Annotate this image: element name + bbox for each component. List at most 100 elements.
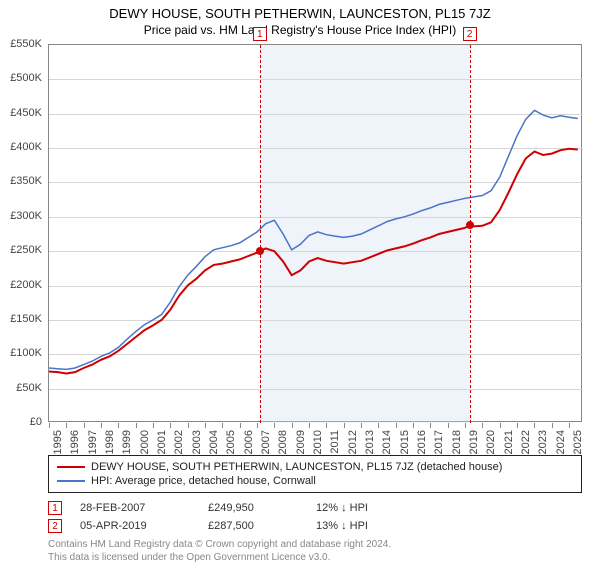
- x-axis-label: 2001: [156, 430, 168, 454]
- sales-table: 1 28-FEB-2007 £249,950 12% ↓ HPI 2 05-AP…: [48, 499, 582, 535]
- x-axis-tick: [205, 423, 206, 428]
- plot-region: 12: [48, 44, 582, 422]
- x-axis-label: 2017: [433, 430, 445, 454]
- sale-marker-dot: [256, 247, 264, 255]
- x-axis-label: 2010: [312, 430, 324, 454]
- x-axis-label: 2018: [451, 430, 463, 454]
- sales-date-2: 05-APR-2019: [80, 520, 190, 532]
- x-axis-label: 1998: [104, 430, 116, 454]
- sales-price-1: £249,950: [208, 502, 298, 514]
- y-axis-label: £300K: [2, 210, 42, 222]
- x-axis-label: 2016: [416, 430, 428, 454]
- x-axis-tick: [101, 423, 102, 428]
- x-axis-tick: [257, 423, 258, 428]
- x-axis-tick: [361, 423, 362, 428]
- legend-label-property: DEWY HOUSE, SOUTH PETHERWIN, LAUNCESTON,…: [91, 461, 502, 473]
- x-axis-tick: [84, 423, 85, 428]
- x-axis-tick: [136, 423, 137, 428]
- x-axis-tick: [396, 423, 397, 428]
- x-axis-tick: [430, 423, 431, 428]
- sales-delta-1: 12% ↓ HPI: [316, 502, 426, 514]
- x-axis-label: 2014: [381, 430, 393, 454]
- series-line-property: [49, 149, 578, 374]
- y-axis-label: £0: [2, 416, 42, 428]
- x-axis-label: 1995: [52, 430, 64, 454]
- y-axis-label: £50K: [2, 382, 42, 394]
- x-axis-tick: [309, 423, 310, 428]
- x-axis-tick: [153, 423, 154, 428]
- sales-row-2: 2 05-APR-2019 £287,500 13% ↓ HPI: [48, 517, 582, 535]
- x-axis-tick: [465, 423, 466, 428]
- series-line-hpi: [49, 110, 578, 369]
- x-axis-tick: [413, 423, 414, 428]
- legend-and-sales: DEWY HOUSE, SOUTH PETHERWIN, LAUNCESTON,…: [48, 455, 582, 564]
- x-axis-label: 1996: [69, 430, 81, 454]
- x-axis-label: 1997: [87, 430, 99, 454]
- legend-label-hpi: HPI: Average price, detached house, Corn…: [91, 475, 316, 487]
- x-axis-tick: [517, 423, 518, 428]
- x-axis-tick: [569, 423, 570, 428]
- y-axis-label: £500K: [2, 72, 42, 84]
- chart-subtitle: Price paid vs. HM Land Registry's House …: [0, 21, 600, 41]
- x-axis-tick: [448, 423, 449, 428]
- sale-marker-box: 2: [463, 27, 477, 41]
- y-axis-label: £350K: [2, 175, 42, 187]
- x-axis-label: 2011: [329, 430, 341, 454]
- line-series-svg: [49, 45, 583, 423]
- x-axis-label: 2025: [572, 430, 584, 454]
- x-axis-tick: [240, 423, 241, 428]
- sales-date-1: 28-FEB-2007: [80, 502, 190, 514]
- y-axis-label: £200K: [2, 279, 42, 291]
- chart-container: DEWY HOUSE, SOUTH PETHERWIN, LAUNCESTON,…: [0, 0, 600, 560]
- x-axis-label: 2019: [468, 430, 480, 454]
- footer-line-1: Contains HM Land Registry data © Crown c…: [48, 539, 582, 552]
- x-axis-label: 2003: [191, 430, 203, 454]
- y-axis-label: £100K: [2, 347, 42, 359]
- x-axis-label: 2008: [277, 430, 289, 454]
- x-axis-label: 2006: [243, 430, 255, 454]
- x-axis-label: 2002: [173, 430, 185, 454]
- sales-marker-1: 1: [48, 501, 62, 515]
- legend-item-property: DEWY HOUSE, SOUTH PETHERWIN, LAUNCESTON,…: [57, 460, 573, 474]
- x-axis-tick: [66, 423, 67, 428]
- y-axis-label: £400K: [2, 141, 42, 153]
- legend-box: DEWY HOUSE, SOUTH PETHERWIN, LAUNCESTON,…: [48, 455, 582, 493]
- x-axis-tick: [170, 423, 171, 428]
- chart-area: 12 £0£50K£100K£150K£200K£250K£300K£350K£…: [48, 44, 582, 422]
- sale-marker-dot: [466, 221, 474, 229]
- x-axis-tick: [49, 423, 50, 428]
- x-axis-label: 2020: [485, 430, 497, 454]
- y-axis-label: £450K: [2, 107, 42, 119]
- x-axis-label: 2004: [208, 430, 220, 454]
- legend-swatch-hpi: [57, 480, 85, 482]
- x-axis-label: 2021: [503, 430, 515, 454]
- legend-swatch-property: [57, 466, 85, 468]
- sales-delta-2: 13% ↓ HPI: [316, 520, 426, 532]
- x-axis-tick: [222, 423, 223, 428]
- x-axis-label: 2024: [555, 430, 567, 454]
- y-axis-label: £550K: [2, 38, 42, 50]
- x-axis-tick: [534, 423, 535, 428]
- x-axis-tick: [274, 423, 275, 428]
- x-axis-label: 2005: [225, 430, 237, 454]
- x-axis-tick: [118, 423, 119, 428]
- sale-marker-line: [260, 45, 261, 423]
- x-axis-label: 2023: [537, 430, 549, 454]
- x-axis-label: 2012: [347, 430, 359, 454]
- footer-line-2: This data is licensed under the Open Gov…: [48, 552, 582, 564]
- y-axis-label: £250K: [2, 244, 42, 256]
- x-axis-label: 2000: [139, 430, 151, 454]
- sale-marker-box: 1: [253, 27, 267, 41]
- y-axis-label: £150K: [2, 313, 42, 325]
- x-axis-tick: [188, 423, 189, 428]
- x-axis-tick: [344, 423, 345, 428]
- x-axis-tick: [378, 423, 379, 428]
- x-axis-tick: [326, 423, 327, 428]
- x-axis-tick: [500, 423, 501, 428]
- sales-marker-2: 2: [48, 519, 62, 533]
- x-axis-label: 2007: [260, 430, 272, 454]
- x-axis-tick: [482, 423, 483, 428]
- x-axis-label: 2022: [520, 430, 532, 454]
- x-axis-label: 1999: [121, 430, 133, 454]
- sales-price-2: £287,500: [208, 520, 298, 532]
